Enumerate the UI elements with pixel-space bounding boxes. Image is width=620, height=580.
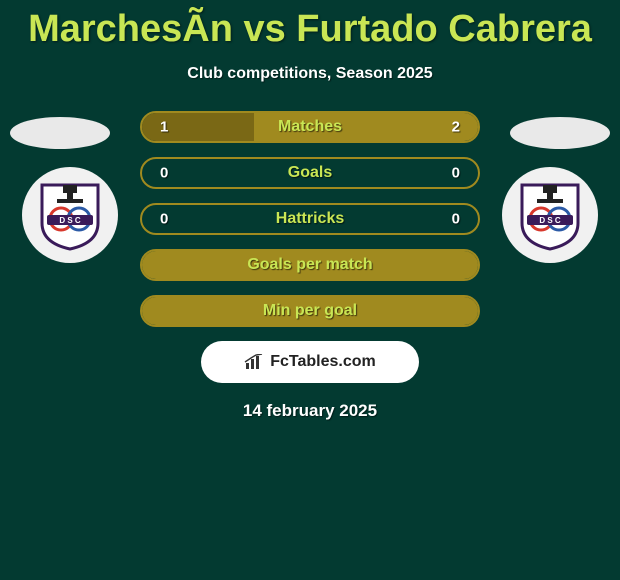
player-left-marker bbox=[10, 117, 110, 149]
stat-label: Goals bbox=[288, 164, 332, 182]
defensor-crest-icon: D S C bbox=[519, 179, 581, 251]
defensor-crest-icon: D S C bbox=[39, 179, 101, 251]
brand-badge: FcTables.com bbox=[201, 341, 419, 383]
svg-text:D S C: D S C bbox=[59, 216, 81, 225]
stat-row: Goals 0 0 bbox=[140, 157, 480, 189]
stat-value-left: 0 bbox=[160, 165, 168, 182]
stat-bar: Goals 0 0 bbox=[140, 157, 480, 189]
stat-label: Goals per match bbox=[247, 256, 372, 274]
svg-text:D S C: D S C bbox=[539, 216, 561, 225]
page-subtitle: Club competitions, Season 2025 bbox=[0, 65, 620, 83]
stat-label: Hattricks bbox=[276, 210, 344, 228]
bars-chart-icon bbox=[244, 354, 264, 370]
stat-bar: Min per goal bbox=[140, 295, 480, 327]
stat-row: Matches 1 2 bbox=[140, 111, 480, 143]
stat-label: Min per goal bbox=[263, 302, 357, 320]
stat-row: Min per goal bbox=[140, 295, 480, 327]
stat-bar: Goals per match bbox=[140, 249, 480, 281]
stat-bar: Hattricks 0 0 bbox=[140, 203, 480, 235]
stat-value-right: 0 bbox=[452, 165, 460, 182]
page-title: MarchesÃn vs Furtado Cabrera bbox=[0, 0, 620, 51]
stat-row: Goals per match bbox=[140, 249, 480, 281]
stat-value-right: 2 bbox=[452, 119, 460, 136]
stat-bars: Matches 1 2 Goals 0 0 Hattricks 0 0 Goals per mat… bbox=[140, 111, 480, 327]
stat-row: Hattricks 0 0 bbox=[140, 203, 480, 235]
comparison-panel: D S C D S C Matches12Goals00Hattricks00G… bbox=[0, 111, 620, 421]
date-label: 14 february 2025 bbox=[0, 401, 620, 421]
stat-bar: Matches 1 2 bbox=[140, 111, 480, 143]
stat-value-left: 0 bbox=[160, 211, 168, 228]
brand-text: FcTables.com bbox=[270, 353, 376, 371]
club-badge-left: D S C bbox=[22, 167, 118, 263]
stat-value-right: 0 bbox=[452, 211, 460, 228]
stat-fill-left bbox=[142, 113, 254, 141]
player-right-marker bbox=[510, 117, 610, 149]
stat-value-left: 1 bbox=[160, 119, 168, 136]
stat-label: Matches bbox=[278, 118, 342, 136]
club-badge-right: D S C bbox=[502, 167, 598, 263]
